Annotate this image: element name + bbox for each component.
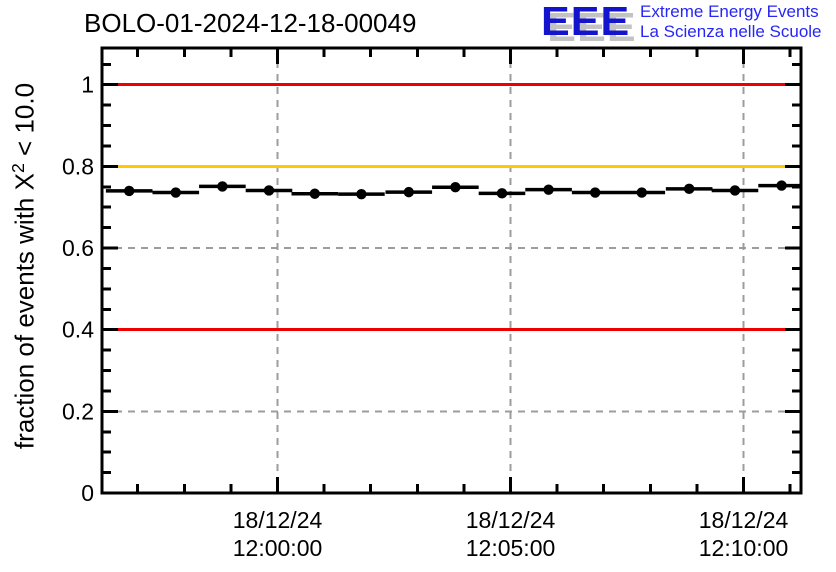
y-tick-label: 0 <box>81 480 94 506</box>
data-point <box>543 184 554 195</box>
data-point <box>683 183 695 195</box>
x-tick-label-date: 18/12/24 <box>466 507 556 533</box>
data-point <box>496 188 508 199</box>
data-point <box>589 187 601 198</box>
data-point <box>123 185 135 197</box>
eee-logo: EEE Extreme Energy Events La Scienza nel… <box>541 1 822 42</box>
y-tick-label: 0.4 <box>62 317 94 343</box>
x-tick-label-time: 12:05:00 <box>466 535 556 561</box>
plot-frame <box>100 46 803 495</box>
y-tick-label: 1 <box>81 72 94 98</box>
eee-logo-line1: Extreme Energy Events <box>640 2 819 21</box>
data-point <box>636 187 647 198</box>
data-point <box>217 181 228 192</box>
x-tick-label-time: 12:00:00 <box>233 535 323 561</box>
x-tick-label-time: 12:10:00 <box>699 535 789 561</box>
data-point <box>309 188 321 199</box>
data-point <box>403 186 414 198</box>
data-point <box>776 180 787 191</box>
data-point <box>263 185 275 196</box>
eee-logo-letters: EEE <box>541 0 631 44</box>
eee-logo-text: Extreme Energy Events La Scienza nelle S… <box>640 2 821 42</box>
eee-logo-line2: La Scienza nelle Scuole <box>640 22 822 41</box>
x-tick-label-date: 18/12/24 <box>699 507 789 533</box>
data-point <box>450 182 461 193</box>
y-tick-label: 0.6 <box>62 235 94 261</box>
data-point <box>729 185 741 196</box>
data-series <box>105 180 801 200</box>
x-tick-label-date: 18/12/24 <box>233 507 323 533</box>
data-point <box>356 188 367 200</box>
data-point <box>170 187 181 198</box>
y-tick-label: 0.8 <box>62 153 94 179</box>
y-tick-label: 0.2 <box>62 398 94 424</box>
page-title: BOLO-01-2024-12-18-00049 <box>84 8 417 38</box>
